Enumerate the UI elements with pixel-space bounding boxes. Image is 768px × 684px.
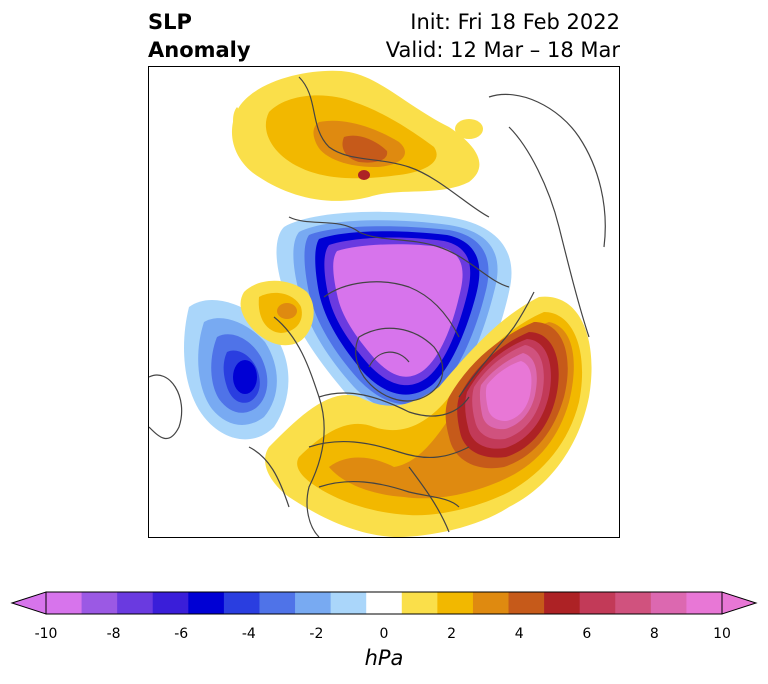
colorbar-cell [401,592,438,614]
colorbar-tick-label: 10 [713,626,731,642]
negative-anomaly-pacific [184,299,289,440]
colorbar-unit: hPa [364,646,404,670]
colorbar-tick-label: -4 [241,626,256,642]
colorbar-tick-label: 2 [447,626,457,642]
positive-anomaly-alaska [240,280,314,346]
colorbar-cell [223,592,260,614]
colorbar-cell [259,592,296,614]
colorbar-outline [45,591,723,615]
colorbar-tick-label: 6 [582,626,592,642]
colorbar-tick-label: -8 [106,626,121,642]
colorbar-tick-label: -6 [174,626,189,642]
colorbar-cell [188,592,225,614]
map-title: SLP Anomaly [148,8,251,64]
init-date: Init: Fri 18 Feb 2022 [410,10,620,34]
coastlines [149,76,606,537]
title-line-2: Anomaly [148,38,251,62]
colorbar-extend-high [721,591,758,615]
colorbar-cell [650,592,687,614]
anomaly-map-canvas [149,70,606,537]
colorbar-cell [686,592,723,614]
colorbar-cell [508,592,545,614]
colorbar-tick-label: 0 [379,626,389,642]
positive-anomaly-north-america [265,296,592,537]
positive-anomaly-siberia [231,70,483,201]
colorbar-cell [152,592,189,614]
colorbar-cell [117,592,154,614]
forecast-dates: Init: Fri 18 Feb 2022 Valid: 12 Mar – 18… [386,8,620,64]
colorbar-cell [81,592,118,614]
colorbar [10,591,758,615]
colorbar-tick-label: -10 [34,626,58,642]
colorbar-cell [472,592,510,614]
colorbar-extend-low [10,591,47,615]
colorbar-cell [46,592,83,614]
colorbar-cell [295,592,332,614]
title-line-1: SLP [148,10,192,34]
colorbar-tick-label: 8 [649,626,659,642]
colorbar-cell [366,592,403,614]
colorbar-cell [330,592,367,614]
colorbar-cell [615,592,652,614]
colorbar-tick-label: -2 [309,626,324,642]
valid-dates: Valid: 12 Mar – 18 Mar [385,38,620,62]
colorbar-cell [544,592,581,614]
colorbar-cell [437,592,474,614]
anomaly-map [148,66,620,538]
colorbar-tick-label: 4 [514,626,524,642]
colorbar-cell [579,592,616,614]
